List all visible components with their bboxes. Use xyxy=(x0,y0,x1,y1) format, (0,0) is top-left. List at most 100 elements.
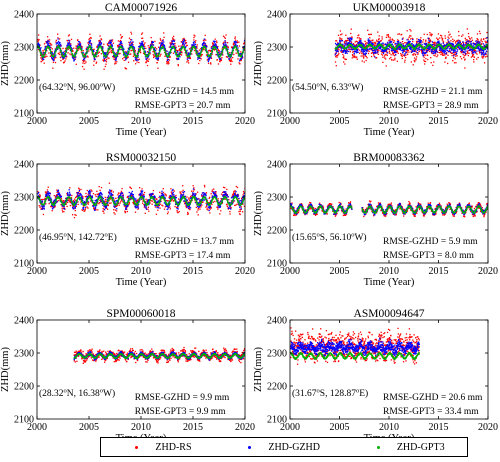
data-point xyxy=(185,51,188,53)
data-point xyxy=(442,45,444,47)
data-point xyxy=(66,45,68,47)
data-point xyxy=(65,50,68,52)
data-point xyxy=(134,51,136,53)
data-point xyxy=(431,33,433,36)
data-point xyxy=(482,54,484,56)
data-point xyxy=(362,54,365,56)
data-point xyxy=(210,53,212,55)
data-point xyxy=(64,55,67,58)
data-point xyxy=(343,45,345,47)
data-point xyxy=(59,38,61,40)
data-point xyxy=(476,53,478,55)
data-point xyxy=(213,45,215,48)
data-point xyxy=(154,55,156,58)
data-point xyxy=(454,47,457,49)
data-point xyxy=(214,43,217,46)
data-point xyxy=(117,40,120,42)
data-point xyxy=(128,51,130,53)
data-point xyxy=(146,59,148,61)
data-point xyxy=(395,54,397,56)
data-point xyxy=(43,55,45,57)
data-point xyxy=(374,41,376,43)
data-point xyxy=(168,59,171,61)
data-point xyxy=(366,57,368,59)
data-point xyxy=(370,39,372,42)
data-point xyxy=(156,62,158,64)
data-point xyxy=(105,61,108,63)
data-point xyxy=(98,44,100,46)
data-point xyxy=(212,40,215,42)
data-point xyxy=(214,44,216,46)
data-point xyxy=(358,34,360,36)
data-point xyxy=(117,51,120,53)
data-point xyxy=(152,44,155,46)
data-point xyxy=(373,44,376,47)
data-point xyxy=(354,56,356,58)
data-point xyxy=(44,49,46,51)
data-point xyxy=(227,48,229,50)
data-point xyxy=(355,44,358,47)
data-point xyxy=(458,34,460,37)
data-point xyxy=(449,42,452,44)
data-point xyxy=(478,42,480,44)
data-point xyxy=(117,52,119,54)
data-point xyxy=(233,46,236,49)
data-point xyxy=(51,53,54,55)
data-point xyxy=(386,52,389,54)
data-point xyxy=(163,45,166,47)
data-point xyxy=(78,41,81,43)
data-point xyxy=(120,41,122,43)
data-point xyxy=(395,48,398,50)
data-point xyxy=(356,43,358,46)
data-point xyxy=(122,50,125,52)
data-point xyxy=(401,38,404,40)
data-point xyxy=(145,61,148,63)
data-point xyxy=(375,39,378,41)
data-point xyxy=(337,48,339,50)
data-point xyxy=(441,48,443,50)
data-point xyxy=(221,57,223,59)
data-point xyxy=(458,30,460,33)
data-point xyxy=(47,43,49,46)
data-point xyxy=(340,39,343,41)
data-point xyxy=(452,40,454,43)
data-point xyxy=(364,48,366,51)
data-point xyxy=(192,44,195,47)
data-point xyxy=(464,53,467,55)
data-point xyxy=(351,36,353,39)
data-point xyxy=(436,46,438,48)
data-point xyxy=(41,57,43,59)
data-point xyxy=(49,49,51,51)
data-point xyxy=(210,46,213,48)
data-point xyxy=(359,40,361,42)
data-point xyxy=(189,54,191,57)
data-point xyxy=(348,47,350,49)
data-point xyxy=(119,48,121,51)
data-point xyxy=(200,48,202,50)
data-point xyxy=(113,52,116,54)
data-point xyxy=(349,49,351,51)
data-point xyxy=(458,45,460,47)
data-point xyxy=(51,48,53,50)
data-point xyxy=(484,56,487,58)
data-point xyxy=(229,56,231,58)
data-point xyxy=(476,33,479,35)
data-point xyxy=(434,52,436,54)
data-point xyxy=(153,47,155,49)
data-point xyxy=(59,42,61,44)
data-point xyxy=(471,48,473,50)
data-point xyxy=(341,33,343,35)
data-point xyxy=(174,47,177,50)
data-point xyxy=(210,56,212,58)
data-point xyxy=(103,60,105,62)
data-point xyxy=(56,41,58,44)
data-point xyxy=(400,52,402,55)
data-points xyxy=(334,28,488,69)
data-point xyxy=(361,46,363,48)
data-point xyxy=(392,49,395,51)
data-point xyxy=(236,45,238,47)
data-point xyxy=(61,53,63,55)
data-point xyxy=(447,31,450,33)
data-point xyxy=(482,43,485,45)
data-point xyxy=(232,43,235,46)
